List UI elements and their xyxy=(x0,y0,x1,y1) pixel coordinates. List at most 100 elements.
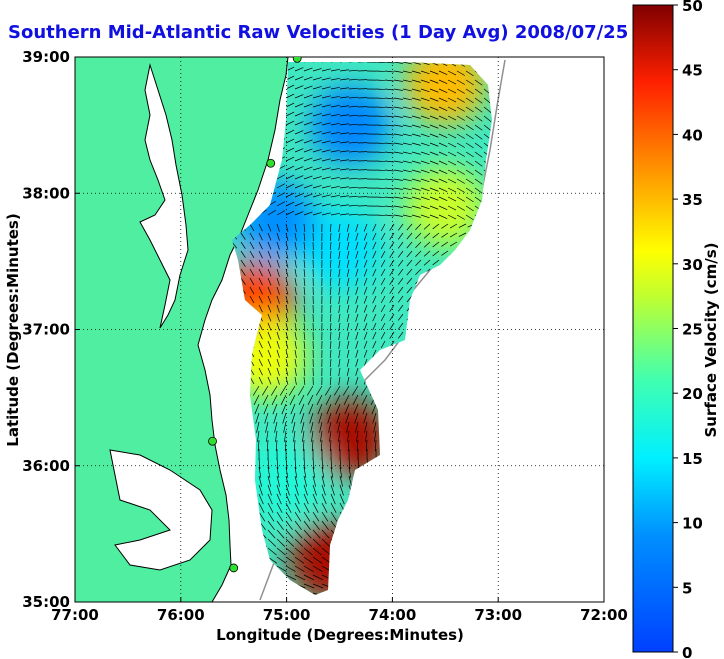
x-tick-label: 75:00 xyxy=(263,606,311,624)
velocity-arrow xyxy=(258,376,263,385)
colorbar-tick-label: 35 xyxy=(682,191,703,209)
velocity-arrow xyxy=(346,241,350,250)
velocity-arrow xyxy=(267,529,276,539)
velocity-arrow xyxy=(447,214,457,220)
velocity-arrow xyxy=(303,103,313,108)
velocity-arrow xyxy=(258,250,263,259)
velocity-arrow xyxy=(346,277,350,286)
velocity-arrow xyxy=(339,150,349,153)
velocity-arrow xyxy=(355,304,359,313)
velocity-arrow xyxy=(393,178,403,181)
velocity-arrow xyxy=(423,223,431,230)
velocity-arrow xyxy=(303,166,313,171)
velocity-arrow xyxy=(303,313,306,322)
velocity-arrow xyxy=(330,511,338,522)
velocity-arrow xyxy=(384,62,394,64)
velocity-arrow xyxy=(438,133,448,139)
colorbar-tick-label: 0 xyxy=(682,644,692,659)
velocity-arrow xyxy=(276,367,280,376)
velocity-arrow xyxy=(438,196,448,202)
velocity-arrow xyxy=(330,167,340,171)
velocity-arrow xyxy=(363,241,368,250)
velocity-arrow xyxy=(447,70,457,76)
velocity-arrow xyxy=(474,151,483,158)
velocity-arrow xyxy=(447,115,457,121)
velocity-arrow xyxy=(321,167,331,171)
velocity-arrow xyxy=(411,70,421,74)
velocity-arrow xyxy=(300,412,305,424)
velocity-arrow xyxy=(415,268,422,275)
velocity-arrow xyxy=(411,169,421,173)
velocity-arrow xyxy=(316,394,323,405)
velocity-arrow xyxy=(375,88,386,90)
velocity-arrow xyxy=(393,133,403,136)
velocity-arrow xyxy=(411,160,421,164)
colorbar xyxy=(632,4,674,653)
velocity-arrow xyxy=(330,457,333,469)
velocity-arrow xyxy=(312,104,322,108)
velocity-arrow xyxy=(298,394,305,405)
velocity-arrow xyxy=(339,493,345,505)
velocity-arrow xyxy=(423,250,431,257)
x-axis-label: Longitude (Degrees:Minutes) xyxy=(216,626,464,644)
velocity-arrow xyxy=(303,175,313,180)
velocity-arrow xyxy=(393,79,403,82)
velocity-arrow xyxy=(346,259,350,268)
velocity-arrow xyxy=(465,160,474,167)
velocity-arrow xyxy=(456,142,465,148)
velocity-arrow xyxy=(465,142,474,149)
velocity-arrow xyxy=(429,124,439,129)
velocity-arrow xyxy=(312,556,323,564)
velocity-arrow xyxy=(384,169,394,172)
colorbar-tick-label: 15 xyxy=(682,450,703,468)
velocity-arrow xyxy=(465,151,474,158)
sound-water xyxy=(109,449,213,571)
velocity-arrow xyxy=(329,277,332,286)
colorbar-tick-label: 10 xyxy=(682,515,703,533)
velocity-arrow xyxy=(384,79,394,82)
velocity-arrow xyxy=(339,96,349,99)
velocity-arrow xyxy=(406,277,413,285)
velocity-arrow xyxy=(267,493,273,505)
velocity-arrow xyxy=(429,169,439,174)
velocity-arrow xyxy=(249,241,255,250)
velocity-arrow xyxy=(346,313,350,322)
velocity-arrow xyxy=(402,70,412,74)
velocity-arrow xyxy=(372,304,377,313)
velocity-arrow xyxy=(285,286,289,295)
velocity-arrow xyxy=(303,340,306,349)
velocity-arrow xyxy=(420,169,430,174)
velocity-arrow xyxy=(276,358,280,367)
velocity-arrow xyxy=(258,466,262,478)
velocity-arrow xyxy=(276,277,280,286)
velocity-arrow xyxy=(338,268,341,277)
velocity-arrow xyxy=(276,511,284,522)
velocity-arrow xyxy=(456,151,465,157)
velocity-arrow xyxy=(276,493,282,505)
velocity-arrow xyxy=(312,493,318,505)
velocity-arrow xyxy=(375,187,386,189)
velocity-arrow xyxy=(372,331,377,340)
velocity-arrow xyxy=(420,133,430,138)
velocity-arrow xyxy=(384,106,394,109)
velocity-arrow xyxy=(348,96,358,99)
velocity-arrow xyxy=(321,95,331,99)
velocity-arrow xyxy=(339,159,349,162)
velocity-arrow xyxy=(297,385,305,396)
velocity-arrow xyxy=(285,232,289,241)
velocity-arrow xyxy=(330,122,340,126)
velocity-arrow xyxy=(276,183,286,189)
velocity-arrow xyxy=(280,394,287,405)
velocity-arrow xyxy=(402,106,412,110)
velocity-arrow xyxy=(429,106,439,111)
velocity-arrow xyxy=(312,538,322,547)
velocity-arrow xyxy=(438,124,448,130)
velocity-arrow xyxy=(355,340,359,349)
velocity-arrow xyxy=(258,340,263,349)
velocity-arrow xyxy=(393,169,403,172)
velocity-arrow xyxy=(438,214,448,220)
velocity-arrow xyxy=(389,286,395,294)
velocity-arrow xyxy=(303,67,313,72)
velocity-arrow xyxy=(303,583,315,589)
